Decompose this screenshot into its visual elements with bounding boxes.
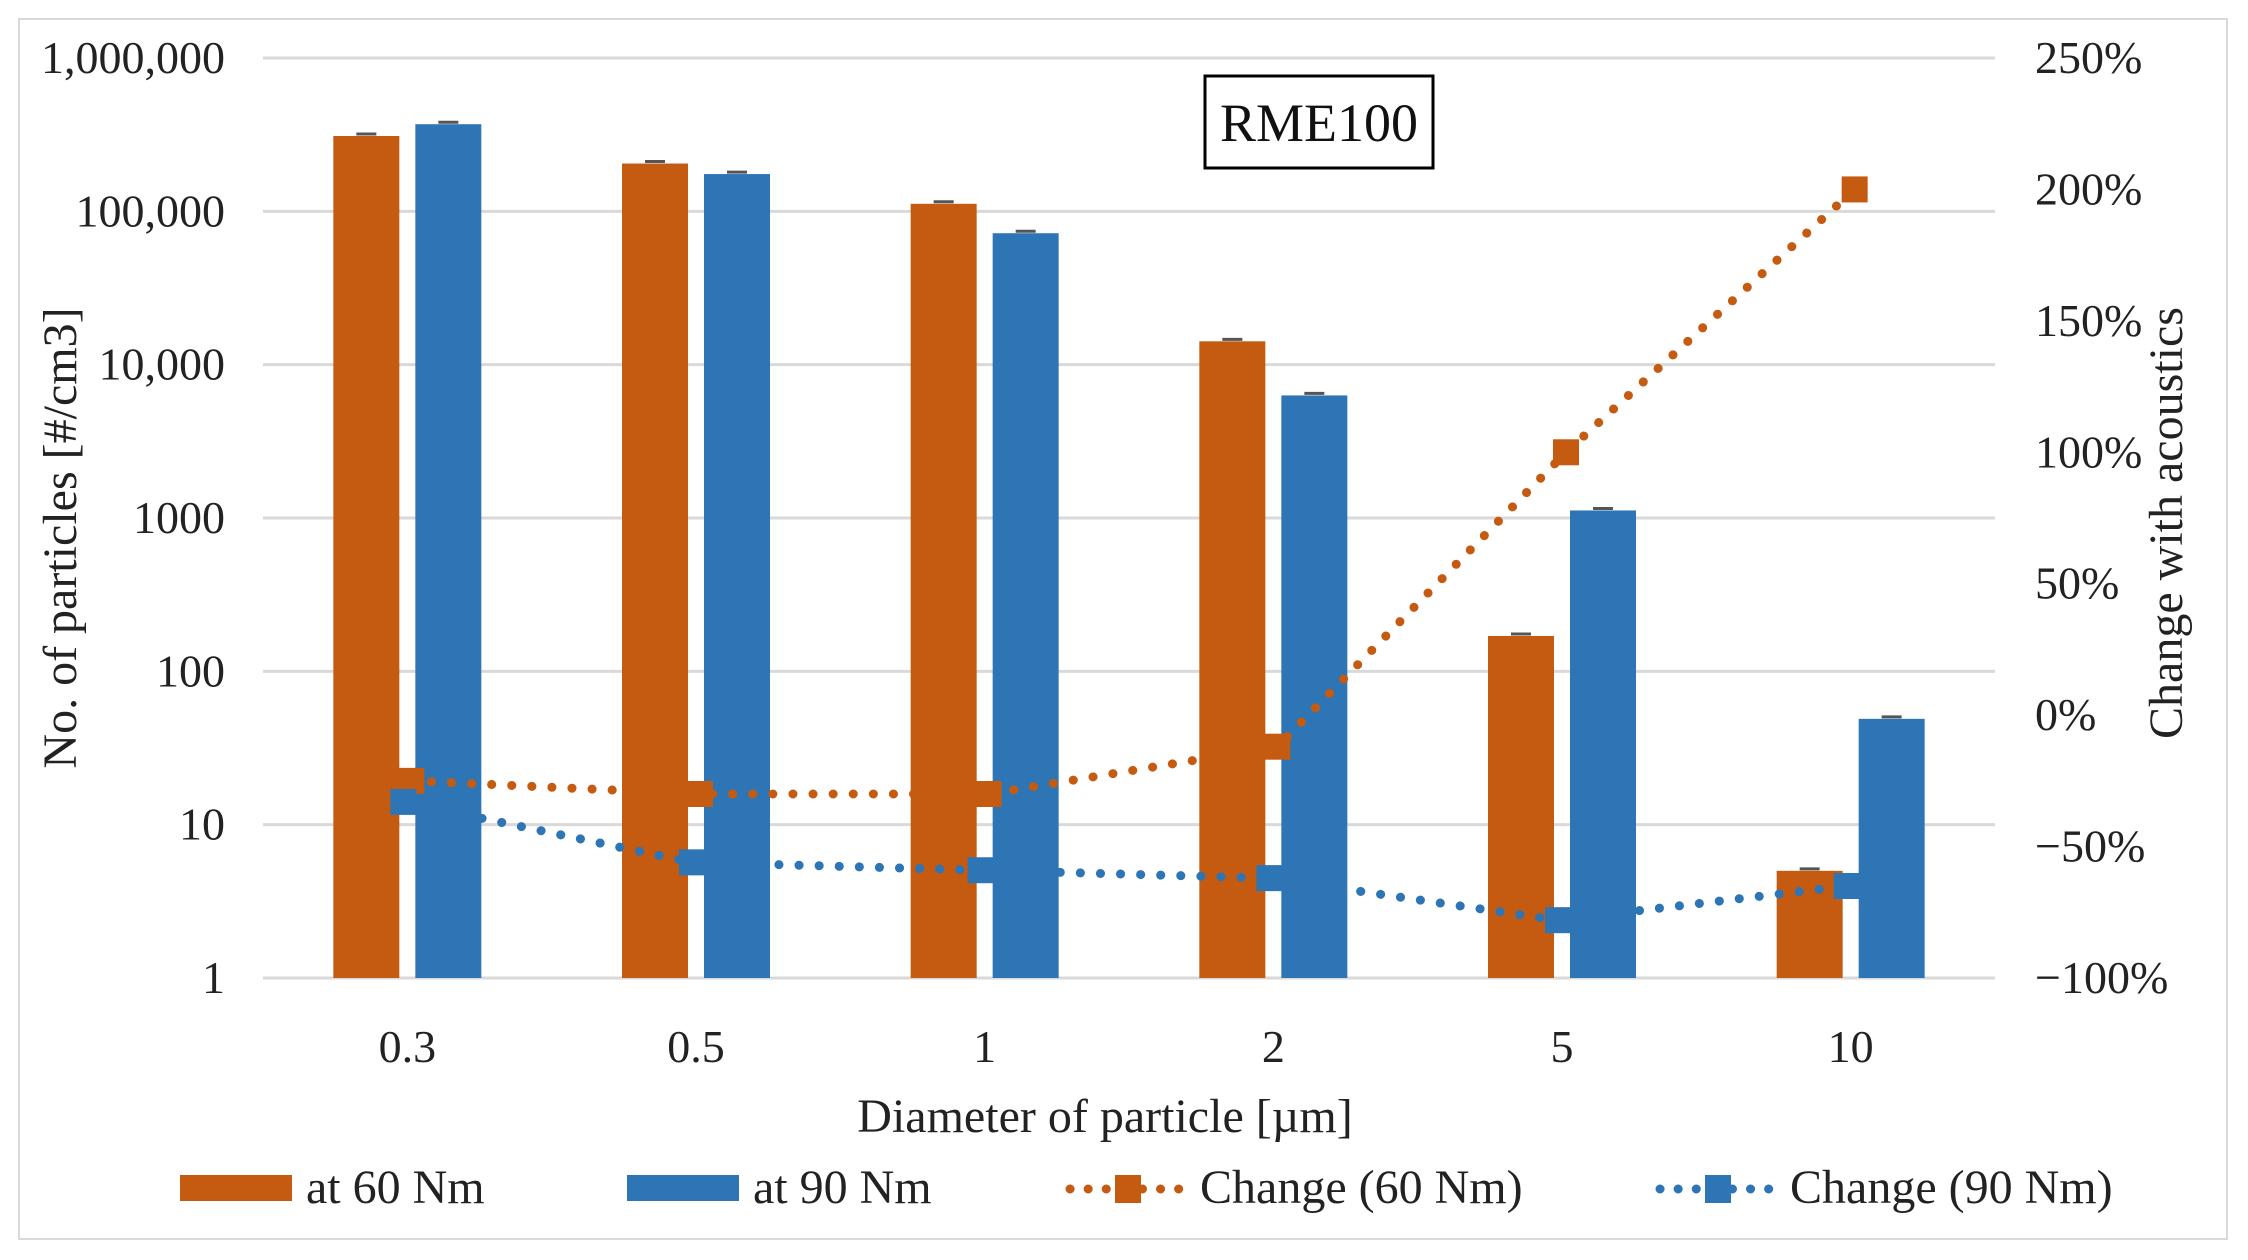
x-tick-label: 1 — [973, 1021, 996, 1072]
legend-item-change-60-nm: Change (60 Nm) — [1065, 1161, 1523, 1214]
bar-60nm — [1776, 870, 1843, 978]
y-tick-label: 100,000 — [76, 185, 226, 236]
legend: at 60 Nm at 90 Nm Change (60 Nm) Change … — [180, 1161, 2113, 1214]
marker-change-90nm — [390, 788, 417, 815]
y-axis-ticks: 1 10 100 1000 10,000 100,000 1,000,000 — [41, 32, 225, 1003]
bar-90nm — [1281, 395, 1348, 978]
gridlines — [263, 56, 1995, 980]
marker-change-60nm — [1841, 176, 1868, 203]
y-tick-label: 1000 — [133, 492, 225, 543]
line-change-60nm — [406, 184, 1860, 799]
particle-chart: 1 10 100 1000 10,000 100,000 1,000,000 −100% −5… — [34, 32, 2193, 1214]
bar-90nm — [704, 174, 770, 978]
x-tick-label: 10 — [1828, 1021, 1874, 1072]
legend-swatch-at-90-nm — [627, 1175, 739, 1201]
bar-90nm — [992, 233, 1059, 979]
marker-change-60nm — [1553, 439, 1579, 466]
chart-container: 1 10 100 1000 10,000 100,000 1,000,000 −100% −5… — [18, 18, 2228, 1240]
bar-90nm — [1570, 510, 1636, 978]
y-tick-label: 1,000,000 — [41, 32, 225, 83]
bar-60nm — [333, 135, 400, 978]
marker-change-90nm — [1545, 907, 1571, 934]
change-lines — [390, 176, 1868, 934]
legend-marker-change-90-nm — [1705, 1175, 1731, 1203]
legend-label-at-60-nm: at 60 Nm — [306, 1161, 485, 1214]
y2-tick-label: 200% — [2035, 163, 2142, 214]
bar-90nm — [415, 124, 482, 979]
marker-change-90nm — [679, 849, 705, 876]
y2-axis-title: Change with acoustics — [2140, 307, 2193, 739]
x-axis-title: Diameter of particle [µm] — [857, 1090, 1352, 1143]
y-axis-title: No. of particles [#/cm3] — [34, 307, 87, 768]
bar-60nm — [1488, 635, 1554, 978]
legend-item-at-60-nm: at 60 Nm — [180, 1161, 485, 1214]
y2-tick-label: −50% — [2035, 821, 2145, 872]
x-tick-label: 2 — [1262, 1021, 1285, 1072]
y-tick-label: 10,000 — [99, 339, 226, 390]
y2-tick-label: 150% — [2035, 295, 2142, 346]
y2-tick-label: 50% — [2035, 558, 2119, 609]
y-tick-label: 1 — [202, 952, 225, 1003]
y2-tick-label: −100% — [2035, 952, 2168, 1003]
y-tick-label: 10 — [179, 799, 225, 850]
bar-60nm — [1199, 341, 1266, 978]
legend-item-change-90-nm: Change (90 Nm) — [1655, 1161, 2113, 1214]
legend-label-change-90-nm: Change (90 Nm) — [1790, 1161, 2113, 1214]
y2-tick-label: 0% — [2035, 689, 2096, 740]
y2-tick-label: 250% — [2035, 32, 2142, 83]
bar-90nm — [1858, 718, 1925, 978]
chart-title: RME100 — [1220, 93, 1418, 153]
bars — [333, 120, 1925, 979]
marker-change-90nm — [967, 857, 994, 884]
x-tick-label: 0.3 — [379, 1021, 437, 1072]
x-axis-ticks: 0.3 0.5 1 2 5 10 — [379, 1021, 1874, 1072]
legend-item-at-90-nm: at 90 Nm — [627, 1161, 932, 1214]
legend-label-at-90-nm: at 90 Nm — [753, 1161, 932, 1214]
marker-change-60nm — [1264, 733, 1291, 760]
line-change-90nm — [398, 797, 1852, 925]
y-tick-label: 100 — [156, 645, 225, 696]
y2-tick-label: 100% — [2035, 426, 2142, 477]
marker-change-60nm — [975, 781, 1002, 807]
chart-title-box: RME100 — [1203, 74, 1435, 170]
x-tick-label: 5 — [1551, 1021, 1574, 1072]
legend-label-change-60-nm: Change (60 Nm) — [1200, 1161, 1523, 1214]
bar-60nm — [910, 203, 977, 979]
marker-change-90nm — [1256, 865, 1283, 892]
marker-change-60nm — [687, 781, 713, 807]
y2-axis-ticks: −100% −50% 0% 50% 100% 150% 200% 250% — [2035, 32, 2168, 1003]
marker-change-90nm — [1833, 873, 1860, 899]
legend-marker-change-60-nm — [1115, 1175, 1141, 1203]
x-tick-label: 0.5 — [667, 1021, 725, 1072]
legend-swatch-at-60-nm — [180, 1175, 292, 1201]
bar-60nm — [622, 163, 688, 979]
